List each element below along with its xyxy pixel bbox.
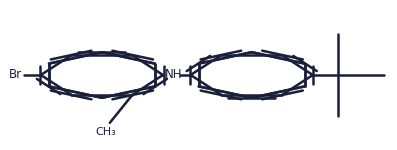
Text: Br: Br: [9, 69, 22, 81]
Text: CH₃: CH₃: [96, 127, 116, 137]
Text: NH: NH: [165, 69, 183, 81]
